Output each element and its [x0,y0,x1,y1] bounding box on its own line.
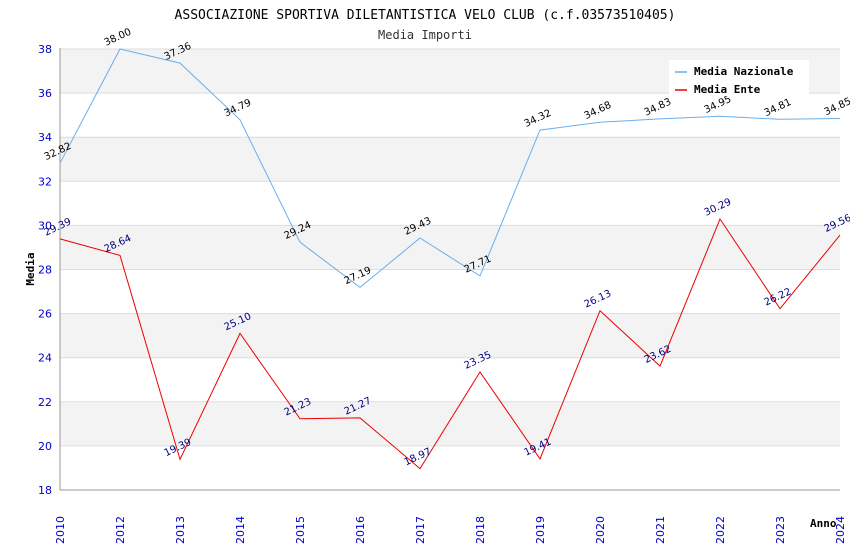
y-tick-labels: 18 20 22 24 26 28 30 32 34 36 38 [38,43,52,497]
chart-title: ASSOCIAZIONE SPORTIVA DILETANTISTICA VEL… [175,8,676,23]
x-tick-label: 2021 [654,516,667,544]
data-label: 18.97 [403,446,434,468]
grid-lines [60,48,840,491]
grid-band [60,401,840,446]
x-tick-label: 2013 [174,516,187,544]
data-label: 34.83 [643,97,674,119]
legend-label-ente: Media Ente [694,83,761,96]
y-tick-label: 30 [38,219,52,232]
x-tick-label: 2012 [114,516,127,544]
series-line-nazionale [59,48,841,289]
data-label: 38.00 [103,27,134,49]
y-tick-label: 20 [38,440,52,453]
data-label: 34.32 [523,108,554,130]
y-tick-label: 36 [38,87,52,100]
x-tick-label: 2015 [294,516,307,544]
grid-band [60,225,840,270]
legend-box [669,60,809,96]
data-label: 34.79 [223,97,254,119]
x-tick-labels: 2010 2012 2013 2014 2015 2016 2017 2018 2019 2020… [54,516,847,544]
y-axis-label: Media [24,252,37,285]
legend-label-nazionale: Media Nazionale [694,65,794,78]
data-label: 34.68 [583,100,614,122]
data-label: 26.13 [583,288,614,310]
data-label: 30.29 [703,197,734,219]
data-label: 34.95 [703,94,734,116]
x-tick-label: 2020 [594,516,607,544]
grid-bands [60,49,840,446]
series-line-ente [59,217,841,470]
x-tick-label: 2014 [234,516,247,544]
x-tick-label: 2017 [414,516,427,544]
y-tick-label: 24 [38,352,52,365]
grid-band [60,137,840,182]
x-tick-label: 2019 [534,516,547,544]
grid-band [60,313,840,358]
series-lines [59,48,841,470]
x-axis-label: Anno [810,517,837,530]
axes [59,48,840,491]
chart-subtitle: Media Importi [378,28,472,42]
x-tick-label: 2024 [834,516,847,544]
x-tick-label: 2023 [774,516,787,544]
x-tick-label: 2016 [354,516,367,544]
legend: Media Nazionale Media Ente [669,60,809,96]
x-tick-label: 2010 [54,516,67,544]
y-tick-label: 34 [38,131,52,144]
data-label: 34.81 [763,97,794,119]
x-tick-label: 2018 [474,516,487,544]
data-label: 34.85 [823,96,850,118]
y-tick-label: 32 [38,175,52,188]
y-tick-label: 26 [38,308,52,321]
y-tick-label: 38 [38,43,52,56]
x-tick-label: 2022 [714,516,727,544]
y-tick-label: 18 [38,484,52,497]
y-tick-label: 22 [38,396,52,409]
y-tick-label: 28 [38,264,52,277]
